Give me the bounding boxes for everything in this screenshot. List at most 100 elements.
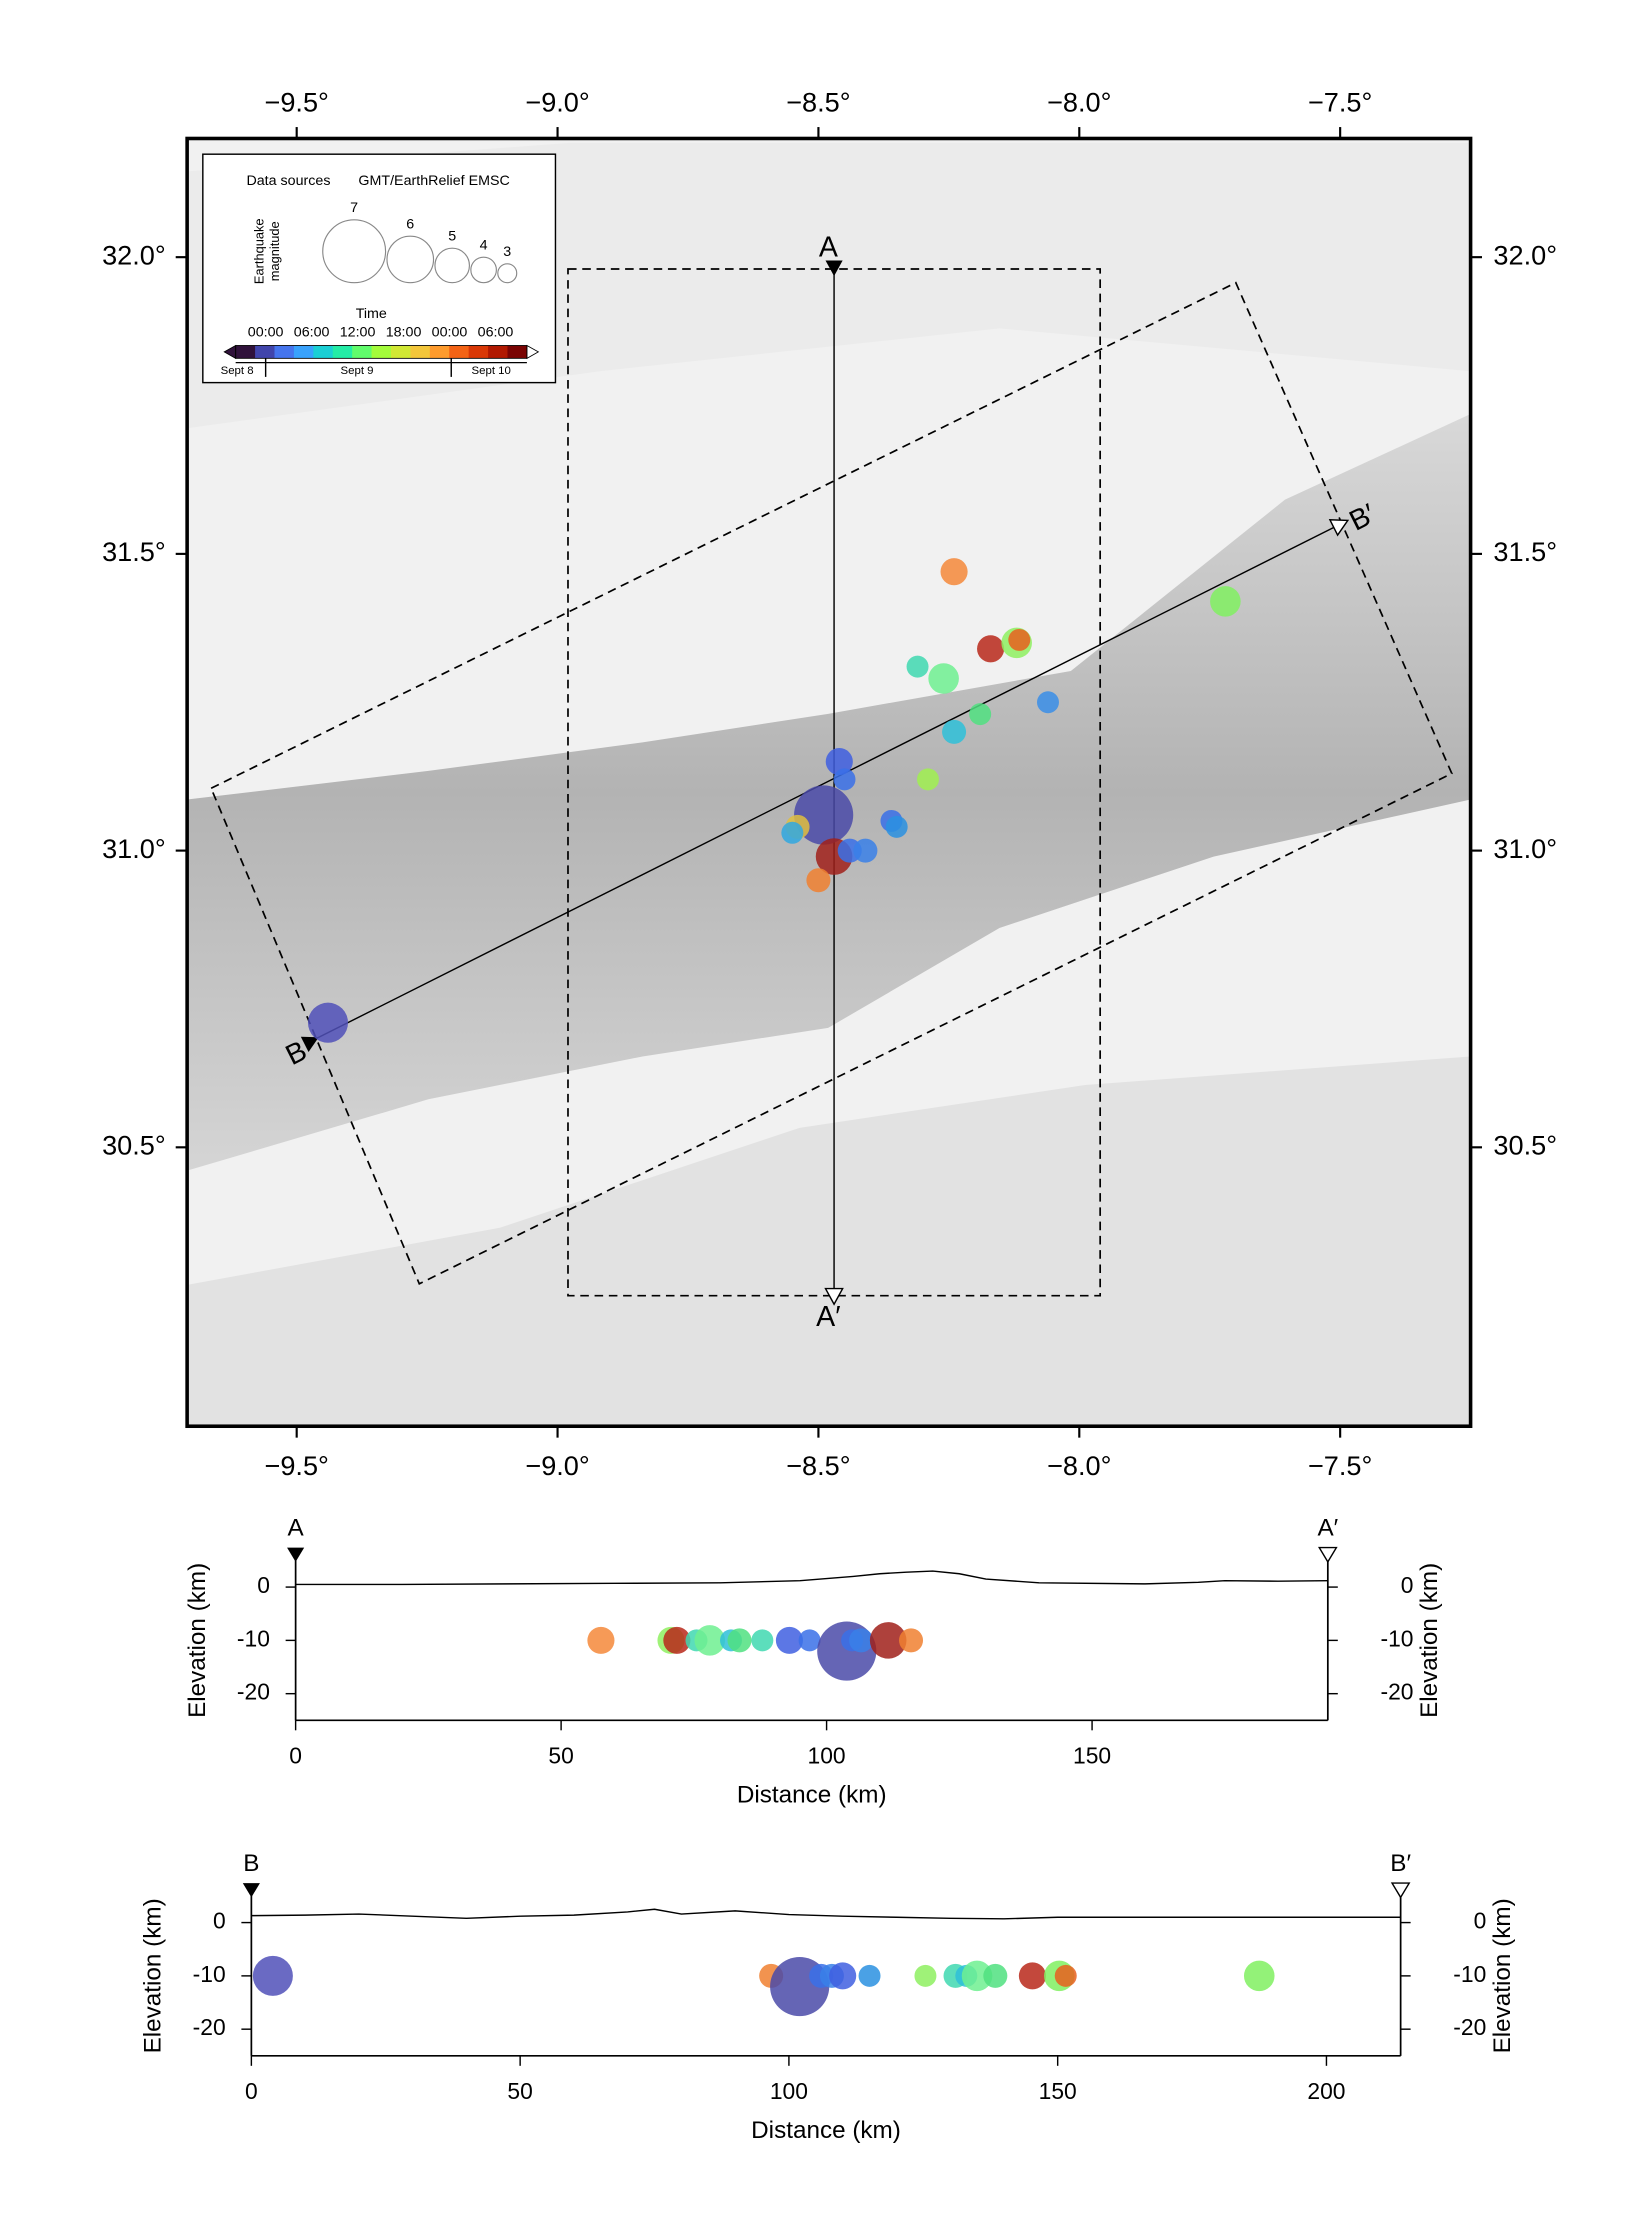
y-tick-label: 31.5° bbox=[102, 536, 166, 567]
colorbar-cell bbox=[274, 345, 295, 359]
x-tick-label: 150 bbox=[1073, 1742, 1111, 1768]
x-tick-label: −8.0° bbox=[1047, 1450, 1111, 1481]
legend-size-label: 7 bbox=[350, 200, 358, 216]
legend-size-label: 4 bbox=[480, 237, 488, 253]
profile-start-marker bbox=[242, 1883, 260, 1898]
x-tick-label: −9.0° bbox=[525, 1450, 589, 1481]
y-tick-label: -10 bbox=[237, 1625, 270, 1651]
colorbar-cell bbox=[332, 345, 353, 359]
earthquake bbox=[252, 1955, 293, 1996]
legend-size-circle bbox=[322, 219, 387, 284]
profile-start-marker bbox=[825, 260, 843, 277]
legend-magnitude-label: Earthquake bbox=[251, 218, 266, 284]
legend-size-circle bbox=[434, 247, 470, 284]
x-tick-label: −8.0° bbox=[1047, 86, 1111, 117]
y-axis-label: Elevation (km) bbox=[184, 1563, 211, 1718]
y-axis-label: Elevation (km) bbox=[140, 1898, 167, 2053]
y-axis-label: Elevation (km) bbox=[1416, 1563, 1443, 1718]
colorbar-cell bbox=[371, 345, 392, 359]
southern-relief bbox=[187, 1056, 1471, 1427]
legend-size-circle bbox=[497, 263, 518, 284]
x-tick-label: 0 bbox=[289, 1742, 302, 1768]
x-tick-label: 200 bbox=[1307, 2078, 1345, 2104]
earthquake bbox=[829, 1962, 857, 1990]
earthquake bbox=[942, 719, 967, 744]
colorbar-cell bbox=[390, 345, 412, 359]
map-frame bbox=[185, 136, 1473, 1429]
legend-size-label: 3 bbox=[503, 244, 511, 260]
legend-size-circle bbox=[470, 256, 497, 284]
legend-size-circle bbox=[386, 235, 435, 284]
profile-box bbox=[210, 281, 1453, 1285]
profile-end-marker bbox=[1390, 1882, 1411, 1899]
colorbar-cell bbox=[507, 345, 528, 359]
profile-label: A bbox=[288, 1514, 305, 1541]
earthquake bbox=[798, 1629, 821, 1652]
earthquake bbox=[940, 558, 968, 586]
colorbar-cell bbox=[429, 345, 450, 359]
y-tick-label: 31.0° bbox=[1493, 833, 1557, 864]
x-axis-label: Distance (km) bbox=[751, 2117, 901, 2144]
earthquake bbox=[1008, 628, 1031, 651]
x-tick-label: 100 bbox=[770, 2078, 808, 2104]
colorbar-tick-label: 12:00 bbox=[340, 324, 376, 340]
profile-label: B′ bbox=[1390, 1850, 1411, 1877]
earthquake bbox=[885, 815, 908, 838]
legend-sources-label: Data sources bbox=[246, 173, 330, 189]
colorbar-cell bbox=[410, 345, 431, 359]
colorbar-day-label: Sept 9 bbox=[341, 365, 374, 377]
earthquake bbox=[1210, 586, 1241, 617]
y-tick-label: 0 bbox=[213, 1908, 226, 1934]
colorbar-tick-label: 00:00 bbox=[248, 324, 284, 340]
earthquake bbox=[694, 1625, 726, 1656]
colorbar-tick-label: 06:00 bbox=[294, 324, 330, 340]
y-tick-label: 30.5° bbox=[102, 1129, 166, 1160]
y-tick-label: -10 bbox=[1380, 1625, 1413, 1651]
colorbar-tick-label: 00:00 bbox=[432, 324, 468, 340]
x-tick-label: −9.5° bbox=[265, 1450, 329, 1481]
colorbar-cell bbox=[449, 345, 470, 359]
colorbar-cell bbox=[352, 345, 373, 359]
earthquake bbox=[983, 1963, 1008, 1988]
earthquake bbox=[806, 868, 831, 893]
colorbar-cell bbox=[235, 345, 256, 359]
x-axis-label: Distance (km) bbox=[737, 1781, 887, 1808]
earthquake bbox=[869, 1622, 907, 1659]
earthquake bbox=[906, 655, 929, 678]
colorbar-cell bbox=[293, 345, 315, 359]
earthquake bbox=[1243, 1960, 1275, 1992]
y-tick-label: 32.0° bbox=[1493, 239, 1557, 270]
y-tick-label: 0 bbox=[1474, 1908, 1487, 1934]
earthquake bbox=[663, 1626, 691, 1654]
profile-label: B bbox=[243, 1850, 259, 1877]
x-tick-label: 50 bbox=[507, 2078, 532, 2104]
profile-start-marker bbox=[287, 1547, 305, 1562]
legend-size-label: 6 bbox=[406, 216, 414, 232]
colorbar-cell bbox=[313, 345, 334, 359]
earthquake bbox=[928, 663, 959, 694]
colorbar-day-label: Sept 8 bbox=[221, 365, 254, 377]
colorbar-frame bbox=[235, 345, 528, 359]
x-tick-label: −8.5° bbox=[786, 86, 850, 117]
colorbar-tick-label: 18:00 bbox=[386, 324, 422, 340]
earthquake bbox=[977, 635, 1005, 663]
earthquake bbox=[825, 748, 853, 776]
x-tick-label: −7.5° bbox=[1308, 1450, 1372, 1481]
y-tick-label: 0 bbox=[257, 1572, 270, 1598]
earthquake bbox=[1054, 1964, 1077, 1987]
y-axis-label: Elevation (km) bbox=[1489, 1898, 1516, 2053]
x-tick-label: −9.5° bbox=[265, 86, 329, 117]
x-tick-label: −9.0° bbox=[525, 86, 589, 117]
y-tick-label: 30.5° bbox=[1493, 1129, 1557, 1160]
earthquake bbox=[853, 838, 878, 863]
topography bbox=[251, 1908, 1401, 1920]
earthquake bbox=[849, 1628, 874, 1653]
profile-end-marker bbox=[1328, 519, 1350, 537]
x-tick-label: 0 bbox=[245, 2078, 258, 2104]
y-tick-label: -20 bbox=[1380, 1679, 1413, 1705]
x-tick-label: 150 bbox=[1039, 2078, 1077, 2104]
earthquake bbox=[858, 1964, 881, 1987]
y-tick-label: 31.0° bbox=[102, 833, 166, 864]
